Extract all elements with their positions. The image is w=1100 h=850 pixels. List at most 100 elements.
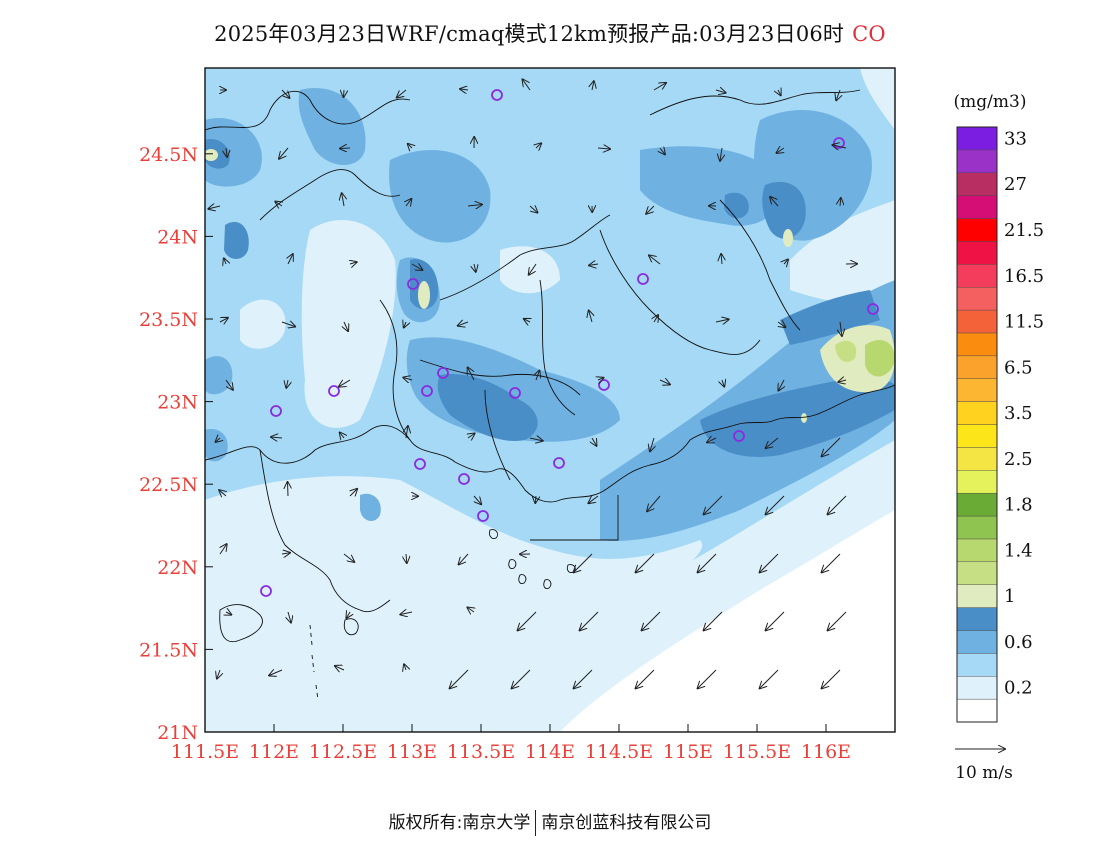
wind-arrow	[467, 205, 482, 207]
wind-arrow	[286, 379, 288, 388]
wind-arrow	[721, 254, 722, 265]
colorbar-segment	[956, 332, 998, 357]
border-d	[539, 279, 576, 416]
y-tick-label: 23.5N	[139, 309, 198, 331]
colorbar-segment	[956, 630, 998, 654]
footer-separator	[535, 810, 537, 836]
border-a	[259, 169, 401, 221]
field-peak-green-a	[835, 340, 857, 362]
colorbar-segment	[956, 561, 998, 585]
wind-arrow	[224, 258, 226, 264]
wind-arrow	[408, 144, 412, 148]
wind-arrow	[288, 482, 289, 497]
wind-arrow	[535, 496, 536, 503]
wind-arrow	[275, 202, 282, 206]
wind-arrow	[281, 89, 290, 98]
wind-arrow	[536, 371, 539, 381]
colorbar: 0.2 0.6 1 1.4 1.8 2.5 3.5 6.5 11.5 16.5 21.5 27 33	[956, 126, 1044, 723]
wind-vectors	[208, 79, 857, 688]
colorbar-segment	[956, 698, 998, 723]
x-tick-label: 114E	[525, 741, 575, 763]
colorbar-label: 1.8	[1004, 495, 1033, 516]
colorbar-label: 0.6	[1004, 632, 1033, 653]
island-e	[518, 574, 527, 584]
wind-arrow	[474, 495, 481, 504]
station-marker	[421, 385, 433, 397]
field-peak-inland-b	[783, 229, 793, 247]
x-tick-label: 113.5E	[447, 741, 515, 763]
field-peak-inland-a	[418, 281, 430, 309]
wind-arrow	[225, 379, 233, 390]
wind-arrow	[288, 254, 293, 265]
y-tick-label: 23N	[157, 392, 198, 414]
wind-arrow	[404, 322, 406, 328]
wind-arrow	[646, 205, 655, 214]
wind-arrow	[400, 612, 413, 615]
wind-arrow	[778, 379, 784, 391]
title-species: CO	[852, 22, 886, 46]
wind-arrow	[281, 553, 290, 554]
wind-arrow	[822, 437, 841, 456]
wind-arrow	[722, 380, 724, 387]
wind-arrow	[450, 669, 469, 688]
border-h	[484, 389, 511, 481]
y-tick-label: 24N	[157, 226, 198, 248]
wind-arrow	[342, 193, 344, 207]
island-f	[543, 579, 552, 589]
field-peak-inland-c	[205, 149, 218, 161]
y-tick-label: 22N	[157, 557, 198, 579]
station-marker	[477, 510, 489, 522]
station-marker	[637, 273, 649, 285]
wind-arrow	[529, 438, 543, 441]
wind-arrow	[518, 611, 537, 630]
wind-arrow	[838, 380, 847, 382]
x-tick-label: 113E	[387, 741, 437, 763]
wind-arrow	[574, 553, 593, 572]
station-marker	[458, 473, 470, 485]
wind-arrow	[598, 378, 604, 380]
station-marker	[328, 385, 340, 397]
wind-arrow	[536, 143, 541, 148]
border-c	[439, 214, 611, 301]
colorbar-segment	[956, 492, 998, 517]
wind-arrow	[406, 553, 407, 563]
field-ne-corner	[860, 68, 895, 130]
colorbar-segment	[956, 653, 998, 677]
wind-arrow	[343, 553, 354, 562]
wind-arrow	[459, 553, 469, 564]
colorbar-segment	[956, 538, 998, 563]
island-c	[489, 529, 499, 539]
colorbar-segment	[956, 424, 998, 448]
wind-arrow	[647, 495, 661, 511]
station-marker	[270, 405, 282, 417]
colorbar-label: 16.5	[1004, 266, 1044, 287]
colorbar-segment	[956, 676, 998, 700]
wind-arrow	[226, 147, 227, 157]
colorbar-segment	[956, 401, 998, 425]
wind-arrow	[523, 79, 531, 91]
concentration-field	[205, 68, 895, 732]
wind-arrow	[720, 147, 722, 161]
colorbar-label: 2.5	[1004, 449, 1033, 470]
wind-reference-label: 10 m/s	[955, 763, 1013, 783]
wind-arrow	[704, 611, 723, 630]
border-e	[599, 229, 761, 355]
wind-arrow	[636, 553, 655, 572]
wind-arrow	[770, 197, 779, 207]
wind-arrow	[219, 318, 228, 322]
wind-arrow	[660, 148, 665, 154]
station-marker	[553, 457, 565, 469]
colorbar-label: 27	[1004, 174, 1027, 195]
border-b	[379, 299, 411, 441]
wind-arrow	[397, 89, 407, 98]
wind-arrow	[219, 490, 226, 496]
field-high-g	[780, 290, 880, 345]
field-high-b	[224, 221, 249, 259]
wind-arrow	[653, 83, 666, 91]
wind-arrow	[220, 544, 227, 555]
wind-arrow	[840, 198, 841, 207]
colorbar-segment	[956, 126, 998, 151]
colorbar-segment	[956, 149, 998, 173]
field-west-patch	[240, 299, 286, 349]
